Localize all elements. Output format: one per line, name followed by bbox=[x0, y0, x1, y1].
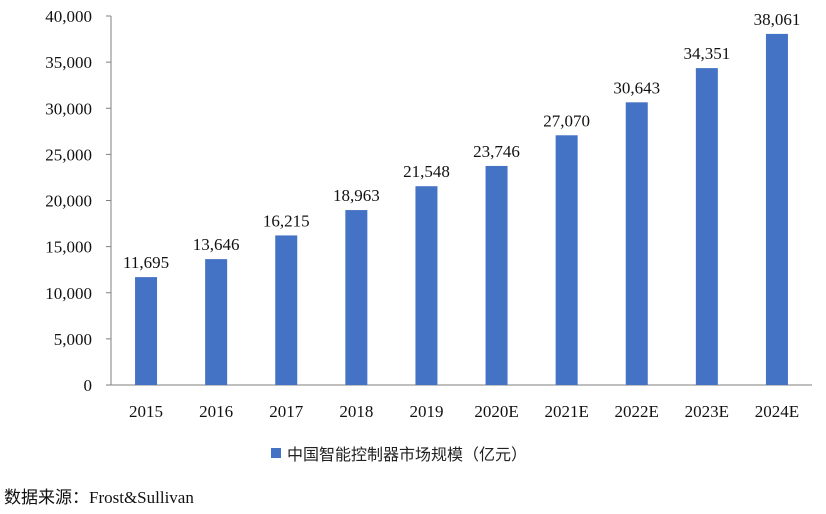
bar-2022E bbox=[625, 102, 648, 385]
bar-2016 bbox=[205, 259, 228, 385]
chart-bars: 11,695 13,646 16,215 18,963 21,548 23,746 27,0… bbox=[123, 10, 801, 386]
x-tick-label-2024E: 2024E bbox=[755, 402, 799, 421]
data-label-2024E: 38,061 bbox=[754, 10, 801, 29]
data-label-2016: 13,646 bbox=[193, 235, 240, 254]
data-label-2017: 16,215 bbox=[263, 211, 310, 230]
bar-2017 bbox=[275, 235, 298, 385]
legend-swatch-icon bbox=[271, 448, 281, 458]
bar-2018 bbox=[345, 210, 368, 385]
bar-2019 bbox=[415, 186, 438, 385]
x-tick-label-2023E: 2023E bbox=[685, 402, 729, 421]
chart-legend: 中国智能控制器市场规模（亿元） bbox=[271, 441, 527, 465]
bar-2024E bbox=[765, 33, 788, 386]
y-tick-label: 15,000 bbox=[45, 238, 92, 257]
source-prefix: 数据来源： bbox=[4, 488, 89, 508]
x-tick-label-2015: 2015 bbox=[129, 402, 163, 421]
data-source-note: 数据来源：Frost&Sullivan bbox=[4, 483, 194, 508]
data-label-2021E: 27,070 bbox=[543, 111, 590, 130]
data-label-2019: 21,548 bbox=[403, 162, 450, 181]
data-label-2015: 11,695 bbox=[123, 253, 169, 272]
legend-label: 中国智能控制器市场规模（亿元） bbox=[287, 445, 528, 464]
bar-2023E bbox=[695, 68, 718, 385]
y-tick-label: 5,000 bbox=[54, 330, 92, 349]
x-tick-label-2019: 2019 bbox=[409, 402, 443, 421]
chart-axes: 0 5,000 10,000 15,000 20,000 25,000 30,000 35,0… bbox=[45, 7, 812, 421]
x-tick-label-2017: 2017 bbox=[269, 402, 304, 421]
source-name: Frost&Sullivan bbox=[89, 488, 194, 507]
y-tick-label: 35,000 bbox=[45, 53, 92, 72]
bar-chart: 0 5,000 10,000 15,000 20,000 25,000 30,000 35,0… bbox=[45, 7, 812, 421]
y-tick-label: 40,000 bbox=[45, 7, 92, 26]
x-tick-label-2016: 2016 bbox=[199, 402, 233, 421]
x-tick-label-2021E: 2021E bbox=[544, 402, 588, 421]
y-tick-label: 20,000 bbox=[45, 192, 92, 211]
bar-2020E bbox=[485, 165, 508, 385]
x-tick-label-2018: 2018 bbox=[339, 402, 373, 421]
bar-2021E bbox=[555, 135, 578, 385]
y-tick-label: 25,000 bbox=[45, 145, 92, 164]
y-tick-label: 10,000 bbox=[45, 284, 92, 303]
data-label-2023E: 34,351 bbox=[683, 44, 730, 63]
data-label-2018: 18,963 bbox=[333, 186, 380, 205]
bar-2015 bbox=[135, 277, 158, 385]
data-label-2022E: 30,643 bbox=[613, 78, 660, 97]
x-tick-label-2020E: 2020E bbox=[474, 402, 518, 421]
data-label-2020E: 23,746 bbox=[473, 142, 520, 161]
y-tick-label: 30,000 bbox=[45, 99, 92, 118]
y-tick-label: 0 bbox=[84, 376, 93, 395]
x-tick-label-2022E: 2022E bbox=[615, 402, 659, 421]
